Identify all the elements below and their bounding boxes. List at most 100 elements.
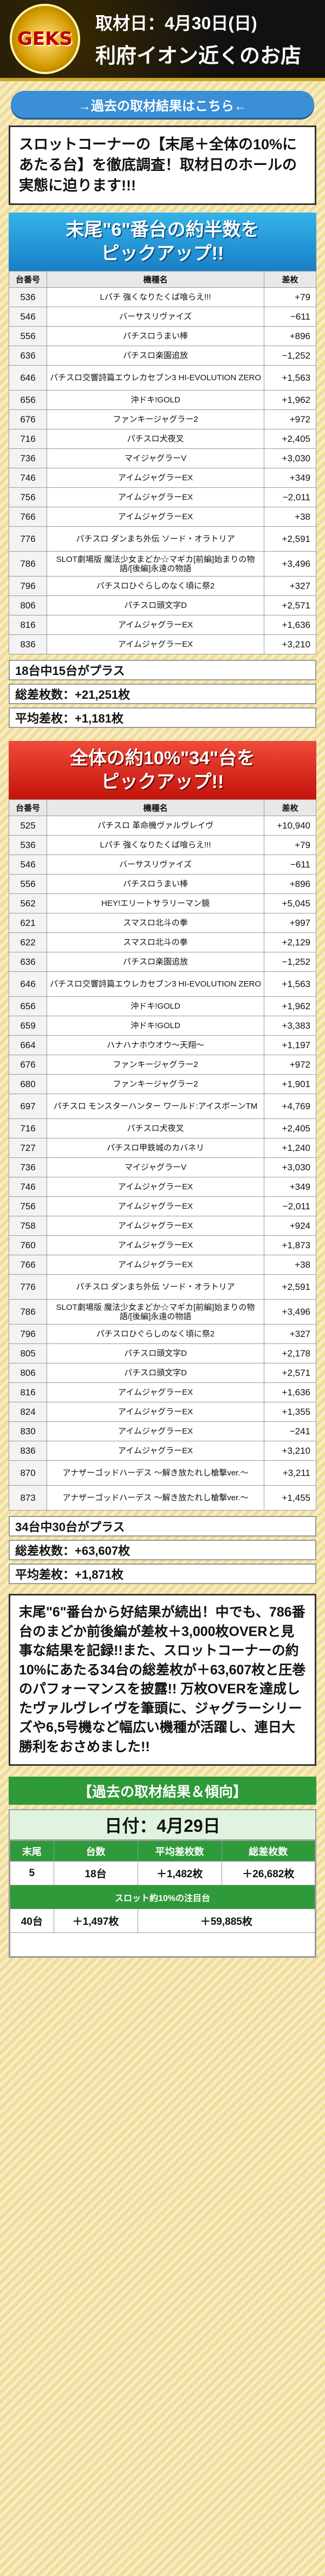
difference-cell: +38 [264,1255,316,1275]
machine-number-cell: 776 [9,1274,47,1300]
machine-name-cell: パチスロ楽園追放 [47,346,264,366]
machine-name-cell: ファンキージャグラー2 [47,1074,264,1095]
col-machine-number: 台番号 [9,271,47,288]
machine-number-cell: 796 [9,1324,47,1345]
machine-name-cell: アイムジャグラーEX [47,468,264,488]
machine-name-cell: HEY!エリートサラリーマン鏡 [47,893,264,914]
analysis-comment: 末尾"6"番台から好結果が続出！中でも、786番台のまどか前後編が差枚＋3,00… [9,1594,316,1766]
difference-cell: +2,405 [264,429,316,449]
machine-name-cell: パチスロ犬夜叉 [47,1118,264,1139]
machine-number-cell: 756 [9,487,47,508]
trend-box: 日付：4月29日 末尾 台数 平均差枚数 総差枚数 5 18台 ＋1,482枚 … [9,1809,316,1958]
machine-name-cell: SLOT劇場版 魔法少女まどか☆マギカ[前編]始まりの物語/[後編]永遠の物語 [47,551,264,577]
table-row: 556 パチスロうまい棒 +896 [9,874,316,895]
difference-cell: −2,011 [264,487,316,508]
machine-number-cell: 556 [9,874,47,895]
machine-name-cell: パチスロ頭文字D [47,595,264,616]
table-row: 680 ファンキージャグラー2 +1,901 [9,1074,316,1095]
difference-cell: +997 [264,913,316,933]
machine-name-cell: マイジャグラーV [47,1157,264,1178]
machine-number-cell: 736 [9,448,47,469]
difference-cell: +3,030 [264,448,316,469]
difference-cell: +327 [264,1324,316,1345]
machine-name-cell: パチスロ犬夜叉 [47,429,264,449]
machine-number-cell: 786 [9,1299,47,1325]
difference-cell: +3,210 [264,634,316,655]
section1-summary-count: 18台中15台がプラス [9,660,316,681]
machine-name-cell: パチスロひぐらしのなく頃に祭2 [47,576,264,597]
difference-cell: −241 [264,1421,316,1442]
machine-number-cell: 836 [9,634,47,655]
machine-name-cell: アイムジャグラーEX [47,1441,264,1461]
table-row: 758 アイムジャグラーEX +924 [9,1216,316,1236]
difference-cell: +1,240 [264,1138,316,1158]
section2-banner: 全体の約10%"34"台を ピックアップ!! [9,741,316,800]
section1-table: 台番号 機種名 差枚 536 Lパチ 強くなりたくば喰らえ!!! +79 546 バーサ… [9,271,316,655]
table-row: 736 マイジャグラーV +3,030 [9,1157,316,1178]
machine-number-cell: 816 [9,1382,47,1403]
machine-name-cell: アイムジャグラーEX [47,1382,264,1403]
machine-name-cell: パチスロ モンスターハンター ワールド:アイスボーンTM [47,1094,264,1120]
table-row: 736 マイジャグラーV +3,030 [9,448,316,469]
machine-number-cell: 697 [9,1094,47,1120]
machine-name-cell: パチスロひぐらしのなく頃に祭2 [47,1324,264,1345]
table-row: 796 パチスロひぐらしのなく頃に祭2 +327 [9,1324,316,1345]
machine-number-cell: 806 [9,1363,47,1383]
past-results-link[interactable]: →過去の取材結果はこちら← [11,91,314,118]
table-row: 816 アイムジャグラーEX +1,636 [9,615,316,635]
machine-number-cell: 546 [9,307,47,327]
difference-cell: +1,962 [264,390,316,410]
trend-cell [10,1932,315,1957]
machine-number-cell: 546 [9,855,47,875]
machine-number-cell: 536 [9,287,47,308]
table-row: 836 アイムジャグラーEX +3,210 [9,1441,316,1461]
machine-name-cell: パチスロ頭文字D [47,1343,264,1364]
machine-number-cell: 873 [9,1485,47,1511]
table-row: 676 ファンキージャグラー2 +972 [9,1055,316,1075]
machine-number-cell: 766 [9,507,47,527]
table-row: 636 パチスロ楽園追放 −1,252 [9,346,316,366]
machine-number-cell: 622 [9,932,47,953]
trend-col-suffix: 末尾 [10,1840,54,1862]
table-row: 746 アイムジャグラーEX +349 [9,468,316,488]
machine-number-cell: 646 [9,971,47,997]
table-row: 676 ファンキージャグラー2 +972 [9,409,316,430]
trend-cell: 5 [10,1861,54,1886]
difference-cell: +3,496 [264,551,316,577]
machine-name-cell: Lパチ 強くなりたくば喰らえ!!! [47,835,264,856]
difference-cell: +2,178 [264,1343,316,1364]
table-row: 796 パチスロひぐらしのなく頃に祭2 +327 [9,576,316,597]
section2-rows: 525 パチスロ 革命機ヴァルヴレイヴ +10,940 536 Lパチ 強くなりたくば喰… [9,816,316,1511]
machine-number-cell: 796 [9,576,47,597]
machine-name-cell: アイムジャグラーEX [47,1255,264,1275]
machine-number-cell: 676 [9,409,47,430]
table-row: 756 アイムジャグラーEX −2,011 [9,487,316,508]
section1-summary-total: 総差枚数：+21,251枚 [9,684,316,705]
section2-banner-line1: 全体の約10%"34"台を [69,748,256,769]
difference-cell: −2,011 [264,1196,316,1217]
trend-cell: ＋26,682枚 [221,1861,316,1886]
table-row: 546 バーサスリヴァイズ −611 [9,855,316,875]
machine-number-cell: 676 [9,1055,47,1075]
difference-cell: +1,355 [264,1402,316,1422]
machine-number-cell: 716 [9,429,47,449]
machine-number-cell: 816 [9,615,47,635]
col-machine-number: 台番号 [9,799,47,817]
difference-cell: +79 [264,287,316,308]
machine-number-cell: 636 [9,346,47,366]
machine-name-cell: アイムジャグラーEX [47,507,264,527]
machine-number-cell: 824 [9,1402,47,1422]
machine-name-cell: パチスロうまい棒 [47,326,264,347]
col-difference: 差枚 [264,799,316,817]
machine-name-cell: パチスロ ダンまち外伝 ソード・オラトリア [47,526,264,552]
section2-banner-line2: ピックアップ!! [101,772,224,793]
table-row: 746 アイムジャグラーEX +349 [9,1177,316,1197]
machine-number-cell: 680 [9,1074,47,1095]
difference-cell: +896 [264,326,316,347]
section2-summary-count: 34台中30台がプラス [9,1516,316,1537]
machine-name-cell: ハナハナホウオウ〜天翔〜 [47,1035,264,1056]
table-row: 646 パチスロ交響詩篇エウレカセブン3 HI-EVOLUTION ZERO +1,… [9,365,316,391]
machine-number-cell: 806 [9,595,47,616]
table-row: 697 パチスロ モンスターハンター ワールド:アイスボーンTM +4,769 [9,1094,316,1120]
table-row: 636 パチスロ楽園追放 −1,252 [9,952,316,972]
